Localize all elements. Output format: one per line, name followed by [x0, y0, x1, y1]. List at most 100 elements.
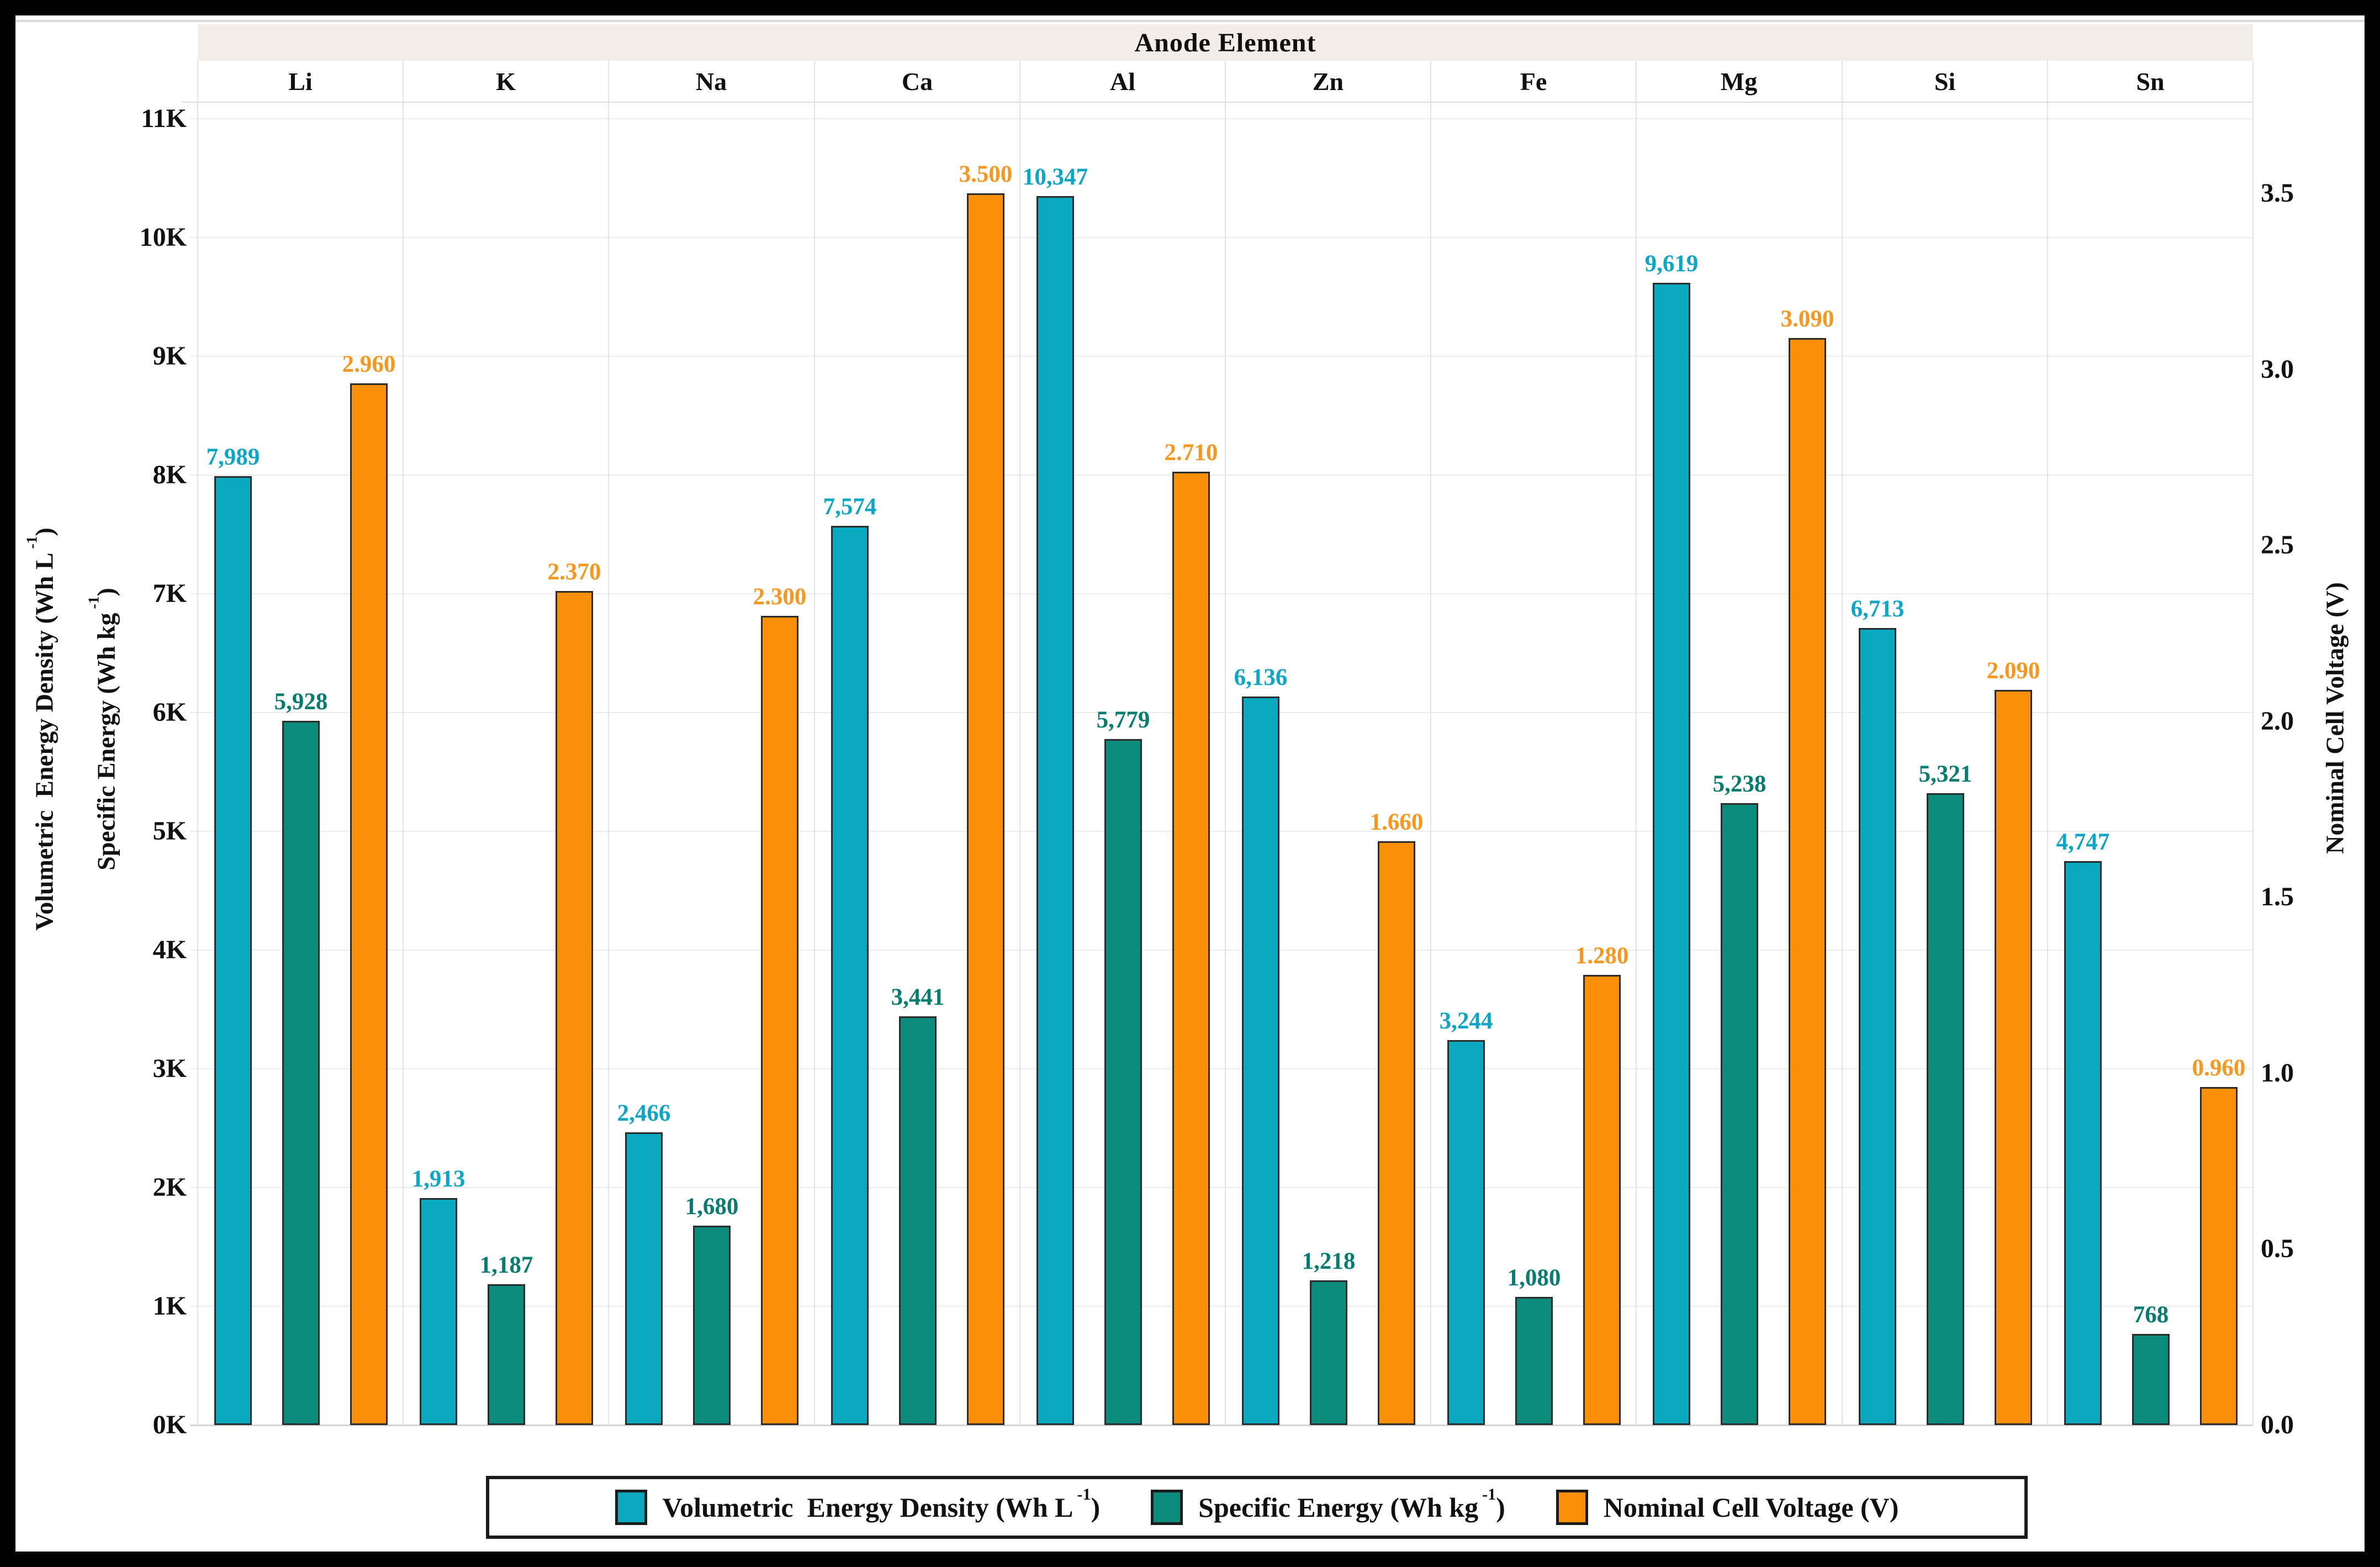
- bar-volumetric-Ca: [831, 526, 869, 1425]
- bar-specific-Fe: [1515, 1297, 1553, 1425]
- column-separator-2: [608, 61, 609, 1425]
- legend-label-volumetric-close: ): [1091, 1492, 1101, 1523]
- value-label-voltage-Zn: 1.660: [1369, 809, 1424, 835]
- bar-voltage-Li: [350, 383, 388, 1425]
- gridline-0K: [190, 1424, 2253, 1426]
- right-axis-tick-0.0: 0.0: [2261, 1410, 2294, 1439]
- value-label-volumetric-Sn: 4,747: [2056, 829, 2110, 855]
- column-separator-4: [1019, 61, 1020, 1425]
- legend-label-voltage-text: Nominal Cell Voltage (V): [1603, 1492, 1899, 1523]
- column-label-Al: Al: [1110, 67, 1135, 96]
- gridline-3K: [190, 1068, 2253, 1069]
- left-axis-title-volumetric-text: Volumetric Energy Density (Wh L: [30, 552, 59, 931]
- gridline-4K: [190, 949, 2253, 951]
- legend-item-volumetric: Volumetric Energy Density (Wh L -1): [615, 1485, 1101, 1525]
- top-rule: [15, 20, 2365, 22]
- column-separator-0: [197, 61, 198, 1425]
- right-axis-tick-1.0: 1.0: [2261, 1058, 2294, 1088]
- left-axis-tick-6K: 6K: [152, 698, 187, 727]
- left-axis-tick-4K: 4K: [152, 935, 187, 964]
- value-label-volumetric-Mg: 9,619: [1644, 251, 1699, 277]
- bar-volumetric-Fe: [1447, 1040, 1485, 1425]
- column-separator-6: [1430, 61, 1431, 1425]
- value-label-specific-Mg: 5,238: [1712, 771, 1767, 797]
- value-label-voltage-Al: 2.710: [1164, 440, 1218, 466]
- bar-volumetric-K: [420, 1198, 457, 1425]
- column-label-row-divider: [182, 102, 2253, 103]
- value-label-volumetric-Li: 7,989: [206, 444, 260, 470]
- column-label-Ca: Ca: [901, 67, 933, 96]
- bar-voltage-Ca: [967, 193, 1004, 1425]
- value-label-voltage-Li: 2.960: [342, 351, 396, 377]
- column-separator-1: [403, 61, 404, 1425]
- value-label-voltage-Na: 2.300: [753, 584, 807, 610]
- anode-element-header: Anode Element: [198, 24, 2253, 61]
- legend-item-voltage: Nominal Cell Voltage (V): [1556, 1490, 1899, 1525]
- value-label-specific-K: 1,187: [479, 1252, 533, 1278]
- gridline-2K: [190, 1187, 2253, 1188]
- legend-label-specific-superscript: -1: [1482, 1485, 1496, 1503]
- gridline-1K: [190, 1306, 2253, 1307]
- left-axis-title-volumetric-superscript: -1: [23, 536, 40, 549]
- column-label-Si: Si: [1934, 67, 1956, 96]
- value-label-volumetric-Ca: 7,574: [823, 494, 877, 520]
- value-label-volumetric-Si: 6,713: [1850, 596, 1905, 622]
- right-axis-tick-2.5: 2.5: [2261, 530, 2294, 560]
- legend-swatch-specific: [1151, 1490, 1183, 1525]
- value-label-voltage-Fe: 1.280: [1575, 943, 1629, 969]
- bar-volumetric-Li: [214, 476, 252, 1425]
- gridline-5K: [190, 831, 2253, 832]
- gridline-9K: [190, 356, 2253, 357]
- left-axis-tick-5K: 5K: [152, 816, 187, 846]
- left-axis-tick-10K: 10K: [139, 223, 187, 252]
- column-separator-8: [1842, 61, 1843, 1425]
- left-axis-tick-1K: 1K: [152, 1291, 187, 1321]
- left-axis-title-specific-close: ): [92, 588, 120, 597]
- left-axis-title-specific: Specific Energy (Wh kg -1): [85, 588, 121, 870]
- left-axis-tick-2K: 2K: [152, 1173, 187, 1202]
- column-label-Li: Li: [288, 67, 313, 96]
- left-axis-tick-8K: 8K: [152, 460, 187, 489]
- value-label-volumetric-Na: 2,466: [617, 1100, 671, 1126]
- value-label-specific-Li: 5,928: [274, 689, 328, 715]
- left-axis-tick-0K: 0K: [152, 1410, 187, 1439]
- column-label-Mg: Mg: [1720, 67, 1758, 96]
- column-label-K: K: [496, 67, 516, 96]
- column-separator-5: [1225, 61, 1226, 1425]
- right-axis-title-voltage-text: Nominal Cell Voltage (V): [2320, 582, 2349, 854]
- bar-voltage-Na: [761, 616, 798, 1425]
- legend-item-specific: Specific Energy (Wh kg -1): [1151, 1485, 1505, 1525]
- bar-specific-Si: [1927, 793, 1964, 1425]
- column-label-Na: Na: [695, 67, 727, 96]
- left-axis-tick-11K: 11K: [141, 104, 187, 133]
- column-separator-3: [814, 61, 815, 1425]
- column-label-Sn: Sn: [2136, 67, 2165, 96]
- legend-label-specific-close: ): [1496, 1492, 1505, 1523]
- value-label-voltage-Si: 2.090: [1986, 658, 2040, 684]
- value-label-volumetric-Fe: 3,244: [1439, 1008, 1493, 1034]
- bar-specific-K: [488, 1284, 525, 1425]
- value-label-volumetric-Zn: 6,136: [1234, 664, 1288, 690]
- bar-specific-Ca: [899, 1016, 937, 1425]
- legend-label-volumetric-text: Volumetric Energy Density (Wh L: [662, 1492, 1073, 1523]
- bar-voltage-Mg: [1789, 338, 1826, 1425]
- value-label-voltage-Sn: 0.960: [2192, 1055, 2246, 1081]
- bar-specific-Na: [693, 1226, 731, 1425]
- bar-voltage-Zn: [1378, 841, 1415, 1425]
- left-axis-title-specific-text: Specific Energy (Wh kg: [92, 613, 120, 870]
- column-separator-9: [2047, 61, 2048, 1425]
- gridline-6K: [190, 712, 2253, 713]
- column-label-Zn: Zn: [1312, 67, 1344, 96]
- bar-volumetric-Zn: [1242, 697, 1279, 1425]
- bar-volumetric-Al: [1036, 196, 1074, 1425]
- column-separator-10: [2252, 61, 2254, 1425]
- left-axis-tick-9K: 9K: [152, 341, 187, 371]
- bar-voltage-Fe: [1583, 975, 1621, 1425]
- column-label-Fe: Fe: [1520, 67, 1547, 96]
- bar-voltage-K: [556, 591, 593, 1425]
- right-axis-title-voltage: Nominal Cell Voltage (V): [2320, 582, 2350, 854]
- value-label-specific-Al: 5,779: [1096, 707, 1150, 733]
- legend-label-voltage: Nominal Cell Voltage (V): [1604, 1491, 1899, 1523]
- bar-specific-Mg: [1721, 803, 1758, 1425]
